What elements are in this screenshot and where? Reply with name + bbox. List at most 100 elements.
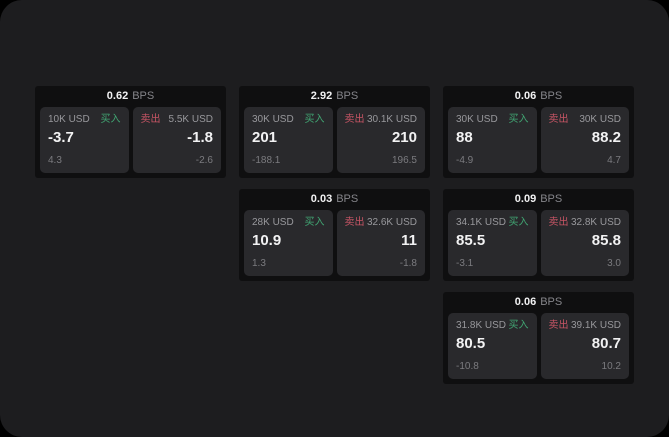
sell-side-label: 卖出	[548, 217, 569, 228]
sell-side-label: 卖出	[548, 320, 569, 331]
quote-card: 0.09 BPS 34.1K USD 买入 85.5 -3.1 卖出 32.8K…	[443, 189, 634, 281]
buy-sub-value: -3.1	[456, 258, 474, 269]
quote-card: 0.06 BPS 30K USD 买入 88 -4.9 卖出 30K USD	[443, 86, 634, 178]
bps-header: 2.92 BPS	[244, 86, 425, 107]
buy-side-label: 买入	[304, 217, 325, 228]
bps-value: 0.62	[106, 90, 129, 102]
buy-price: 85.5	[456, 232, 486, 249]
bps-unit-label: BPS	[540, 90, 563, 102]
bps-header: 0.62 BPS	[40, 86, 221, 107]
buy-label-row: 28K USD 买入	[252, 216, 325, 229]
buy-sell-panels: 31.8K USD 买入 80.5 -10.8 卖出 39.1K USD 80.…	[448, 313, 629, 379]
buy-size-label: 10K USD	[48, 114, 90, 125]
bps-value: 0.06	[514, 296, 537, 308]
buy-sub-value: -4.9	[456, 155, 474, 166]
sell-label-row: 卖出 30K USD	[549, 113, 622, 126]
quote-card: 0.03 BPS 28K USD 买入 10.9 1.3 卖出 32.6K US…	[239, 189, 430, 281]
buy-sub-value: 4.3	[48, 155, 62, 166]
sell-panel[interactable]: 卖出 32.6K USD 11 -1.8	[336, 210, 425, 276]
sell-price: 210	[391, 129, 417, 146]
buy-sub-value: 1.3	[252, 258, 266, 269]
sell-side-label: 卖出	[140, 114, 161, 125]
buy-price: 201	[252, 129, 278, 146]
bps-header: 0.03 BPS	[244, 189, 425, 210]
buy-panel[interactable]: 28K USD 买入 10.9 1.3	[244, 210, 333, 276]
buy-sell-panels: 28K USD 买入 10.9 1.3 卖出 32.6K USD 11 -1.8	[244, 210, 425, 276]
quote-card: 2.92 BPS 30K USD 买入 201 -188.1 卖出 30.1K …	[239, 86, 430, 178]
sell-panel[interactable]: 卖出 30K USD 88.2 4.7	[540, 107, 629, 173]
buy-price: 80.5	[456, 335, 486, 352]
buy-panel[interactable]: 34.1K USD 买入 85.5 -3.1	[448, 210, 537, 276]
buy-side-label: 买入	[508, 320, 529, 331]
sell-size-label: 32.6K USD	[366, 217, 417, 228]
buy-sub-value: -188.1	[252, 155, 281, 166]
sell-size-label: 30K USD	[579, 114, 621, 125]
buy-size-label: 28K USD	[252, 217, 294, 228]
buy-sub-value: -10.8	[456, 361, 479, 372]
bps-unit-label: BPS	[540, 296, 563, 308]
buy-price: 10.9	[252, 232, 282, 249]
sell-panel[interactable]: 卖出 5.5K USD -1.8 -2.6	[132, 107, 221, 173]
bps-header: 0.06 BPS	[448, 292, 629, 313]
sell-size-label: 5.5K USD	[168, 114, 213, 125]
bps-value: 0.09	[514, 193, 537, 205]
bps-header: 0.06 BPS	[448, 86, 629, 107]
buy-sell-panels: 30K USD 买入 88 -4.9 卖出 30K USD 88.2 4.7	[448, 107, 629, 173]
buy-label-row: 30K USD 买入	[456, 113, 529, 126]
sell-sub-value: 10.2	[601, 361, 621, 372]
sell-label-row: 卖出 30.1K USD	[345, 113, 418, 126]
buy-label-row: 10K USD 买入	[48, 113, 121, 126]
buy-side-label: 买入	[304, 114, 325, 125]
bps-unit-label: BPS	[540, 193, 563, 205]
sell-label-row: 卖出 32.6K USD	[345, 216, 418, 229]
buy-size-label: 30K USD	[252, 114, 294, 125]
sell-price: 80.7	[591, 335, 621, 352]
sell-panel[interactable]: 卖出 30.1K USD 210 196.5	[336, 107, 425, 173]
sell-panel[interactable]: 卖出 32.8K USD 85.8 3.0	[540, 210, 629, 276]
sell-side-label: 卖出	[548, 114, 569, 125]
sell-side-label: 卖出	[344, 217, 365, 228]
sell-label-row: 卖出 39.1K USD	[549, 319, 622, 332]
bps-value: 0.06	[514, 90, 537, 102]
buy-size-label: 31.8K USD	[456, 320, 507, 331]
quote-grid: 0.62 BPS 10K USD 买入 -3.7 4.3 卖出 5.5K USD	[35, 86, 634, 384]
bps-value: 2.92	[310, 90, 333, 102]
buy-sell-panels: 30K USD 买入 201 -188.1 卖出 30.1K USD 210 1…	[244, 107, 425, 173]
sell-sub-value: 3.0	[607, 258, 621, 269]
buy-side-label: 买入	[100, 114, 121, 125]
buy-size-label: 30K USD	[456, 114, 498, 125]
buy-panel[interactable]: 31.8K USD 买入 80.5 -10.8	[448, 313, 537, 379]
sell-price: -1.8	[187, 129, 213, 146]
sell-panel[interactable]: 卖出 39.1K USD 80.7 10.2	[540, 313, 629, 379]
buy-label-row: 31.8K USD 买入	[456, 319, 529, 332]
bps-unit-label: BPS	[336, 193, 359, 205]
sell-size-label: 32.8K USD	[570, 217, 621, 228]
sell-sub-value: 4.7	[607, 155, 621, 166]
buy-side-label: 买入	[508, 217, 529, 228]
buy-panel[interactable]: 10K USD 买入 -3.7 4.3	[40, 107, 129, 173]
buy-price: -3.7	[48, 129, 74, 146]
sell-price: 11	[401, 232, 417, 249]
buy-panel[interactable]: 30K USD 买入 201 -188.1	[244, 107, 333, 173]
buy-sell-panels: 10K USD 买入 -3.7 4.3 卖出 5.5K USD -1.8 -2.…	[40, 107, 221, 173]
buy-label-row: 34.1K USD 买入	[456, 216, 529, 229]
bps-unit-label: BPS	[132, 90, 155, 102]
sell-size-label: 39.1K USD	[570, 320, 621, 331]
buy-side-label: 买入	[508, 114, 529, 125]
sell-price: 85.8	[591, 232, 621, 249]
buy-size-label: 34.1K USD	[456, 217, 507, 228]
sell-sub-value: -2.6	[195, 155, 213, 166]
quote-card: 0.62 BPS 10K USD 买入 -3.7 4.3 卖出 5.5K USD	[35, 86, 226, 178]
bps-unit-label: BPS	[336, 90, 359, 102]
sell-label-row: 卖出 5.5K USD	[141, 113, 214, 126]
buy-sell-panels: 34.1K USD 买入 85.5 -3.1 卖出 32.8K USD 85.8…	[448, 210, 629, 276]
sell-sub-value: 196.5	[391, 155, 417, 166]
buy-price: 88	[456, 129, 473, 146]
bps-value: 0.03	[310, 193, 333, 205]
sell-sub-value: -1.8	[399, 258, 417, 269]
sell-price: 88.2	[591, 129, 621, 146]
quote-card: 0.06 BPS 31.8K USD 买入 80.5 -10.8 卖出 39.1…	[443, 292, 634, 384]
buy-panel[interactable]: 30K USD 买入 88 -4.9	[448, 107, 537, 173]
sell-label-row: 卖出 32.8K USD	[549, 216, 622, 229]
